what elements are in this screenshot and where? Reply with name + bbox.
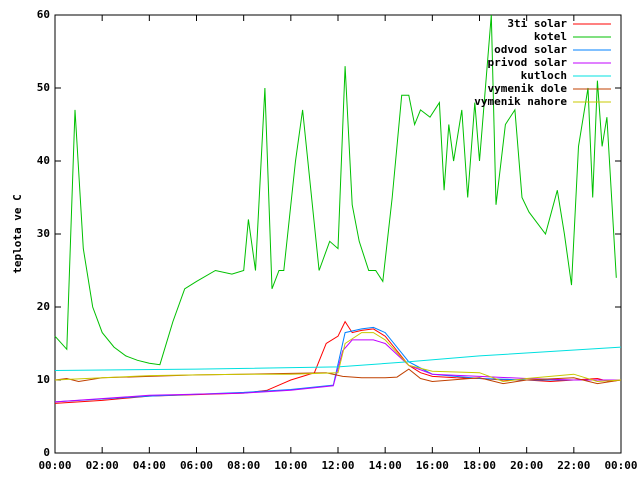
y-tick-label: 20 <box>37 300 50 313</box>
x-tick-label: 06:00 <box>180 459 213 472</box>
x-tick-label: 20:00 <box>510 459 543 472</box>
x-tick-label: 18:00 <box>463 459 496 472</box>
legend-label: vymenik dole <box>488 82 568 95</box>
x-tick-label: 22:00 <box>557 459 590 472</box>
y-tick-label: 60 <box>37 8 50 21</box>
x-tick-label: 00:00 <box>604 459 637 472</box>
legend-label: kotel <box>534 30 567 43</box>
legend-label: 3ti solar <box>507 17 567 30</box>
y-tick-label: 40 <box>37 154 50 167</box>
x-tick-label: 00:00 <box>38 459 71 472</box>
series-line <box>54 339 621 403</box>
x-tick-label: 08:00 <box>227 459 260 472</box>
x-tick-label: 16:00 <box>416 459 449 472</box>
y-tick-label: 50 <box>37 81 50 94</box>
legend-label: vymenik nahore <box>474 95 567 108</box>
legend-label: odvod solar <box>494 43 567 56</box>
series-line <box>54 346 622 371</box>
y-tick-label: 10 <box>37 373 50 386</box>
y-tick-label: 30 <box>37 227 50 240</box>
y-tick-label: 0 <box>43 446 50 459</box>
legend-label: kutloch <box>521 69 567 82</box>
x-tick-label: 02:00 <box>86 459 119 472</box>
x-tick-label: 04:00 <box>133 459 166 472</box>
x-tick-label: 14:00 <box>369 459 402 472</box>
legend-label: privod solar <box>488 56 568 69</box>
series-line <box>54 326 621 403</box>
series-line <box>54 332 622 383</box>
y-axis-label: teplota ve C <box>11 194 24 273</box>
x-tick-label: 12:00 <box>321 459 354 472</box>
series-line <box>54 14 617 366</box>
x-tick-label: 10:00 <box>274 459 307 472</box>
